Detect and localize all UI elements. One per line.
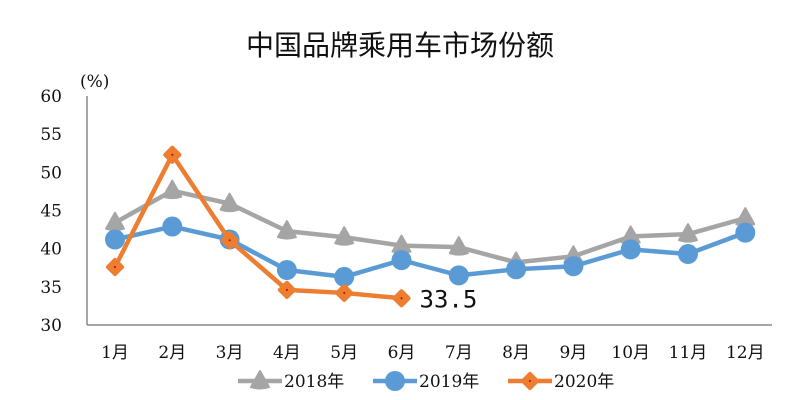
marker-center-dot [529, 380, 531, 382]
x-tick-label: 8月 [502, 343, 530, 363]
x-tick-label: 7月 [445, 343, 473, 363]
data-point-circle [448, 265, 469, 286]
data-label: 33.5 [420, 285, 478, 313]
data-point-circle [735, 222, 756, 243]
data-point-circle [162, 216, 183, 237]
x-tick-label: 11月 [669, 343, 708, 363]
x-tick-label: 5月 [330, 343, 358, 363]
marker-center-dot [343, 291, 346, 294]
data-point-triangle [448, 236, 469, 256]
series-line [112, 152, 402, 301]
series-2019年 [105, 216, 756, 287]
marker-center-dot [171, 153, 174, 156]
x-tick-label: 4月 [273, 343, 301, 363]
data-point-circle [105, 229, 125, 250]
legend-label: 2020年 [554, 372, 614, 392]
marker-center-dot [114, 265, 116, 268]
data-point-circle [276, 260, 297, 281]
data-point-circle [391, 250, 412, 271]
legend-item: 2020年 [508, 371, 614, 392]
x-tick-label: 6月 [388, 343, 416, 363]
y-axis-label: (%) [80, 72, 109, 92]
data-point-triangle [276, 220, 297, 240]
legend-marker-circle [385, 371, 405, 391]
x-tick-label: 12月 [726, 343, 765, 363]
data-point-circle [563, 256, 584, 277]
y-tick-label: 35 [40, 278, 62, 298]
y-tick-label: 45 [40, 202, 62, 222]
series-2020年 [105, 145, 411, 308]
x-tick-label: 3月 [216, 343, 244, 363]
data-point-triangle [219, 192, 240, 213]
y-tick-label: 55 [40, 125, 62, 145]
x-tick-label: 2月 [158, 343, 186, 363]
data-point-circle [334, 266, 355, 287]
marker-center-dot [400, 297, 403, 300]
chart-title: 中国品牌乘用车市场份额 [246, 29, 554, 62]
data-point-triangle [162, 179, 183, 200]
marker-center-dot [228, 239, 231, 242]
y-tick-label: 40 [40, 240, 62, 260]
legend-item: 2019年 [373, 371, 479, 392]
legend-marker-triangle [250, 370, 270, 390]
series-line [113, 188, 746, 265]
legend-label: 2019年 [419, 372, 479, 392]
x-tick-label: 9月 [559, 343, 587, 363]
data-point-triangle [334, 226, 355, 246]
data-point-circle [506, 259, 527, 280]
data-point-circle [620, 239, 641, 260]
x-tick-label: 1月 [101, 343, 129, 363]
series-2018年 [105, 179, 756, 271]
y-tick-label: 30 [40, 316, 62, 336]
legend-item: 2018年 [238, 370, 344, 392]
data-point-circle [678, 244, 698, 265]
y-tick-label: 50 [40, 163, 62, 183]
x-tick-label: 10月 [611, 343, 650, 363]
legend-label: 2018年 [284, 372, 344, 392]
y-tick-label: 60 [40, 87, 62, 107]
marker-center-dot [285, 288, 288, 291]
data-point-triangle [678, 223, 698, 243]
